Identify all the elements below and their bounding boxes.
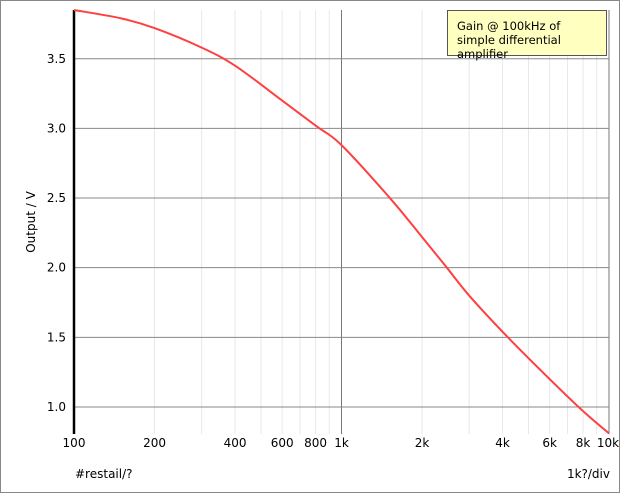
x-axis-unit-label: 1k?/div (567, 467, 610, 481)
legend-line-2: simple differential amplifier (457, 33, 561, 61)
x-axis-label: #restail/? (75, 467, 133, 481)
y-tick-label: 2.5 (47, 191, 66, 205)
y-tick-label: 1.0 (47, 400, 66, 414)
x-tick-label: 6k (542, 436, 557, 450)
x-tick-label: 4k (495, 436, 510, 450)
x-tick-label: 2k (415, 436, 430, 450)
series-line (73, 9, 610, 435)
x-tick-label: 10k (597, 436, 619, 450)
x-tick-label: 100 (63, 436, 86, 450)
x-tick-label: 8k (576, 436, 591, 450)
y-tick-label: 1.5 (47, 330, 66, 344)
x-tick-label: 600 (271, 436, 294, 450)
y-tick-label: 2.0 (47, 261, 66, 275)
x-tick-label: 400 (224, 436, 247, 450)
legend-line-1: Gain @ 100kHz of (457, 19, 561, 33)
y-tick-label: 3.0 (47, 121, 66, 135)
y-tick-label: 3.5 (47, 52, 66, 66)
x-tick-label: 200 (143, 436, 166, 450)
legend: Gain @ 100kHz of simple differential amp… (447, 10, 607, 61)
y-axis-label: Output / V (24, 190, 38, 252)
x-tick-label: 1k (334, 436, 349, 450)
x-tick-label: 800 (304, 436, 327, 450)
